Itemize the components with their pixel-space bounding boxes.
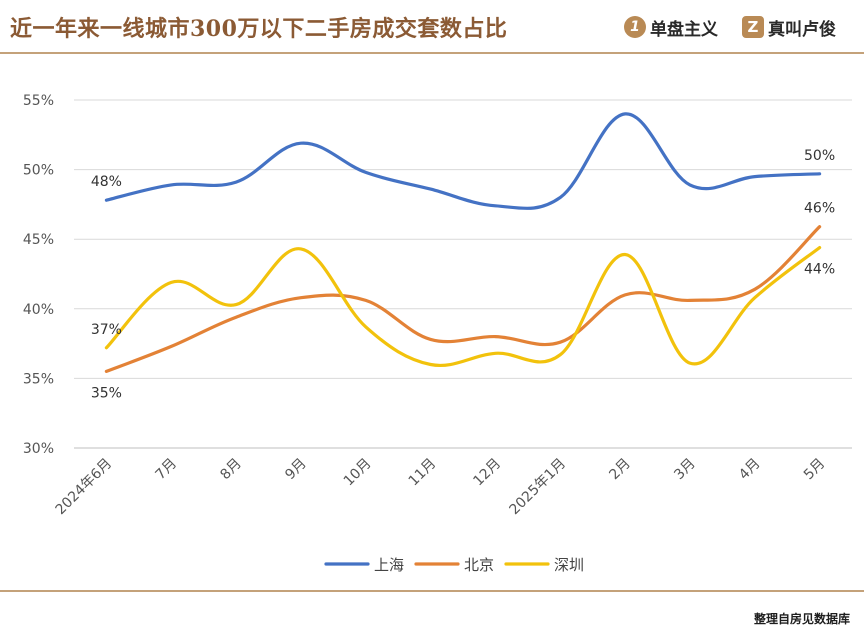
x-axis: 2024年6月 7月 8月 9月 10月 11月 12月 2025年1月 2月 3月 4月 5月 xyxy=(53,456,829,519)
x-tick-label: 12月 xyxy=(470,456,504,490)
y-tick-label: 55% xyxy=(23,93,54,109)
data-labels: 48% 50% 35% 46% 37% 44% xyxy=(91,148,835,402)
x-tick-label: 2024年6月 xyxy=(53,456,116,519)
x-tick-label: 11月 xyxy=(406,456,440,490)
top-divider xyxy=(0,52,864,54)
series-lines xyxy=(104,112,822,373)
data-label: 37% xyxy=(91,322,122,338)
legend-label: 北京 xyxy=(464,556,494,574)
x-tick-label: 2月 xyxy=(606,456,634,484)
y-axis: 30% 35% 40% 45% 50% 55% xyxy=(23,93,54,457)
y-tick-label: 30% xyxy=(23,441,54,457)
series-line-1 xyxy=(104,225,822,373)
x-tick-label: 10月 xyxy=(341,456,375,490)
y-tick-label: 50% xyxy=(23,163,54,179)
data-label: 35% xyxy=(91,385,122,401)
data-label: 50% xyxy=(804,148,835,164)
x-tick-label: 9月 xyxy=(282,456,310,484)
y-tick-label: 35% xyxy=(23,371,54,387)
data-label: 46% xyxy=(804,201,835,217)
y-tick-label: 45% xyxy=(23,232,54,248)
legend-label: 上海 xyxy=(374,556,404,574)
x-tick-label: 4月 xyxy=(736,456,764,484)
legend-label: 深圳 xyxy=(554,556,584,574)
gridlines xyxy=(74,99,852,449)
brand-danpan-label: 单盘主义 xyxy=(650,19,718,40)
chart-title: 近一年来一线城市300万以下二手房成交套数占比 xyxy=(10,16,508,42)
brand-zhenjiao-label: 真叫卢俊 xyxy=(768,19,836,40)
source-note: 整理自房见数据库 xyxy=(753,612,850,626)
bottom-divider xyxy=(0,590,864,592)
x-tick-label: 5月 xyxy=(801,456,829,484)
data-label: 44% xyxy=(804,262,835,278)
x-tick-label: 3月 xyxy=(671,456,699,484)
series-line-0 xyxy=(104,112,822,210)
x-tick-label: 8月 xyxy=(217,456,245,484)
y-tick-label: 40% xyxy=(23,302,54,318)
brand-zhenjiao: Z 真叫卢俊 xyxy=(742,13,836,41)
x-tick-label: 7月 xyxy=(153,456,181,484)
data-label: 48% xyxy=(91,174,122,190)
x-tick-label: 2025年1月 xyxy=(506,456,569,519)
legend: 上海 北京 深圳 xyxy=(324,556,584,574)
danpan-logo-icon: 1 xyxy=(624,16,646,38)
zhenjiao-logo-icon: Z xyxy=(742,16,764,38)
header: 近一年来一线城市300万以下二手房成交套数占比 1 单盘主义 Z 真叫卢俊 xyxy=(0,0,864,52)
line-chart: 30% 35% 40% 45% 50% 55% 2024年6月 7月 8月 9月 10月 11月 12… xyxy=(23,93,852,574)
brand-danpan: 1 单盘主义 xyxy=(624,13,718,41)
series-line-2 xyxy=(104,246,822,368)
